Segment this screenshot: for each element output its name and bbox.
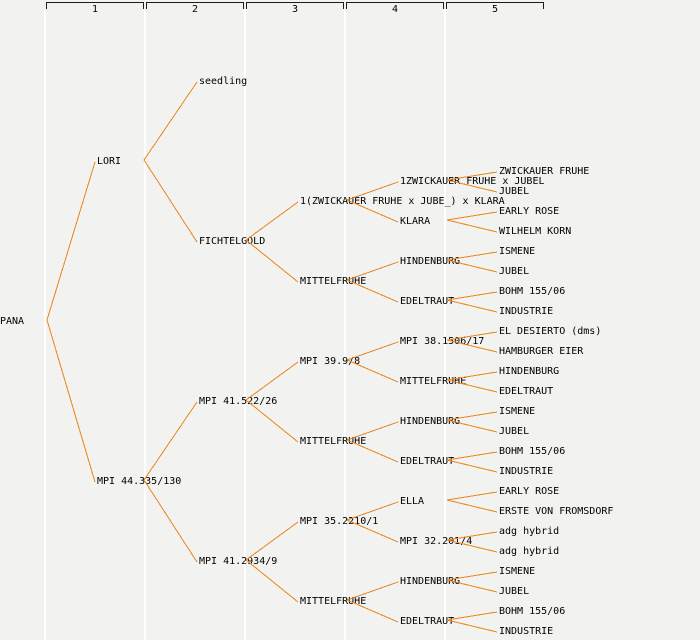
pedigree-node-label[interactable]: 1(ZWICKAUER FRUHE x JUBE_) x KLARA (300, 196, 505, 207)
pedigree-edge (446, 619, 498, 633)
pedigree-node-label[interactable]: MPI 44.335/130 (97, 476, 182, 487)
pedigree-node-label[interactable]: MPI 41.2934/9 (199, 556, 278, 567)
pedigree-node-label[interactable]: EDELTRAUT (499, 386, 554, 397)
generation-gridline (144, 10, 146, 640)
pedigree-edge (446, 211, 498, 221)
pedigree-node-label[interactable]: BOHM 155/06 (499, 446, 566, 457)
pedigree-edge (446, 451, 498, 461)
pedigree-edge (143, 479, 198, 563)
generation-bracket: 5 (446, 2, 544, 15)
pedigree-node-label[interactable]: BOHM 155/06 (499, 286, 566, 297)
generation-gridline (344, 10, 346, 640)
pedigree-node-label[interactable]: INDUSTRIE (499, 466, 554, 477)
pedigree-node-label[interactable]: EARLY ROSE (499, 206, 560, 217)
pedigree-node-label[interactable]: MPI 38.1506/17 (400, 336, 485, 347)
pedigree-edge (143, 401, 198, 481)
generation-bracket: 3 (246, 2, 344, 15)
pedigree-edge (245, 361, 299, 401)
pedigree-edge (446, 299, 498, 313)
pedigree-node-label[interactable]: EDELTRAUT (400, 296, 455, 307)
pedigree-node-label[interactable]: MPI 39.9/8 (300, 356, 361, 367)
pedigree-edge (446, 611, 498, 621)
pedigree-node-label[interactable]: MPI 35.2210/1 (300, 516, 379, 527)
pedigree-edge (446, 459, 498, 473)
pedigree-edge (446, 219, 498, 233)
pedigree-node-label[interactable]: PANA (0, 316, 25, 327)
generation-label: 2 (191, 4, 199, 15)
pedigree-edge (446, 291, 498, 301)
pedigree-node-label[interactable]: ISMENE (499, 566, 536, 577)
generation-label: 1 (91, 4, 99, 15)
pedigree-node-label[interactable]: HINDENBURG (499, 366, 560, 377)
pedigree-node-label[interactable]: MITTELFRUHE (300, 596, 367, 607)
pedigree-node-label[interactable]: FICHTELGOLD (199, 236, 266, 247)
pedigree-edge (46, 161, 96, 321)
pedigree-node-label[interactable]: HINDENBURG (400, 576, 461, 587)
pedigree-edge (446, 491, 498, 501)
generation-label: 5 (491, 4, 499, 15)
generation-gridline (444, 10, 446, 640)
pedigree-node-label[interactable]: KLARA (400, 216, 431, 227)
pedigree-node-label[interactable]: ELLA (400, 496, 425, 507)
pedigree-node-label[interactable]: MPI 41.522/26 (199, 396, 278, 407)
generation-label: 3 (291, 4, 299, 15)
pedigree-edge (143, 81, 198, 161)
pedigree-node-label[interactable]: adg hybrid (499, 546, 560, 557)
pedigree-node-label[interactable]: INDUSTRIE (499, 626, 554, 637)
pedigree-node-label[interactable]: INDUSTRIE (499, 306, 554, 317)
pedigree-node-label[interactable]: JUBEL (499, 266, 530, 277)
pedigree-node-label[interactable]: MITTELFRUHE (400, 376, 467, 387)
pedigree-node-label[interactable]: MITTELFRUHE (300, 436, 367, 447)
pedigree-node-label[interactable]: EARLY ROSE (499, 486, 560, 497)
pedigree-node-label[interactable]: adg hybrid (499, 526, 560, 537)
pedigree-node-label[interactable]: LORI (97, 156, 122, 167)
pedigree-node-label[interactable]: MPI 32.201/4 (400, 536, 473, 547)
generation-bracket: 1 (46, 2, 144, 15)
pedigree-node-label[interactable]: EDELTRAUT (400, 616, 455, 627)
pedigree-node-label[interactable]: HAMBURGER EIER (499, 346, 584, 357)
pedigree-node-label[interactable]: JUBEL (499, 186, 530, 197)
pedigree-node-label[interactable]: ISMENE (499, 406, 536, 417)
pedigree-node-label[interactable]: ERSTE VON FROMSDORF (499, 506, 614, 517)
generation-gridline (244, 10, 246, 640)
generation-gridline (44, 10, 46, 640)
generation-bracket: 4 (346, 2, 444, 15)
pedigree-edge (143, 159, 198, 243)
pedigree-node-label[interactable]: WILHELM KORN (499, 226, 572, 237)
pedigree-node-label[interactable]: seedling (199, 76, 248, 87)
pedigree-edge (245, 521, 299, 561)
pedigree-edge (46, 319, 96, 483)
pedigree-node-label[interactable]: HINDENBURG (400, 416, 461, 427)
pedigree-edge (446, 499, 498, 513)
generation-bracket: 2 (146, 2, 244, 15)
pedigree-node-label[interactable]: EL DESIERTO (dms) (499, 326, 602, 337)
pedigree-node-label[interactable]: HINDENBURG (400, 256, 461, 267)
pedigree-node-label[interactable]: EDELTRAUT (400, 456, 455, 467)
pedigree-node-label[interactable]: JUBEL (499, 426, 530, 437)
pedigree-node-label[interactable]: JUBEL (499, 586, 530, 597)
pedigree-node-label[interactable]: BOHM 155/06 (499, 606, 566, 617)
pedigree-node-label[interactable]: ISMENE (499, 246, 536, 257)
pedigree-edge (245, 201, 299, 241)
pedigree-node-label[interactable]: ZWICKAUER FRUHE (499, 166, 590, 177)
generation-label: 4 (391, 4, 399, 15)
pedigree-node-label[interactable]: MITTELFRUHE (300, 276, 367, 287)
